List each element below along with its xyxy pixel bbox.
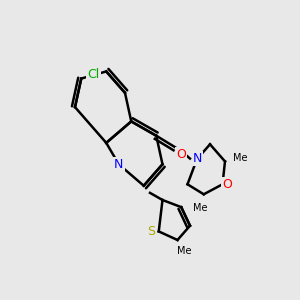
- Text: O: O: [223, 178, 232, 191]
- Text: N: N: [114, 158, 123, 171]
- Text: S: S: [147, 225, 155, 238]
- Text: Cl: Cl: [88, 68, 100, 81]
- Text: N: N: [193, 152, 202, 165]
- Text: Me: Me: [176, 246, 191, 256]
- Text: O: O: [176, 148, 186, 161]
- Text: Me: Me: [193, 203, 207, 213]
- Text: Me: Me: [233, 153, 247, 164]
